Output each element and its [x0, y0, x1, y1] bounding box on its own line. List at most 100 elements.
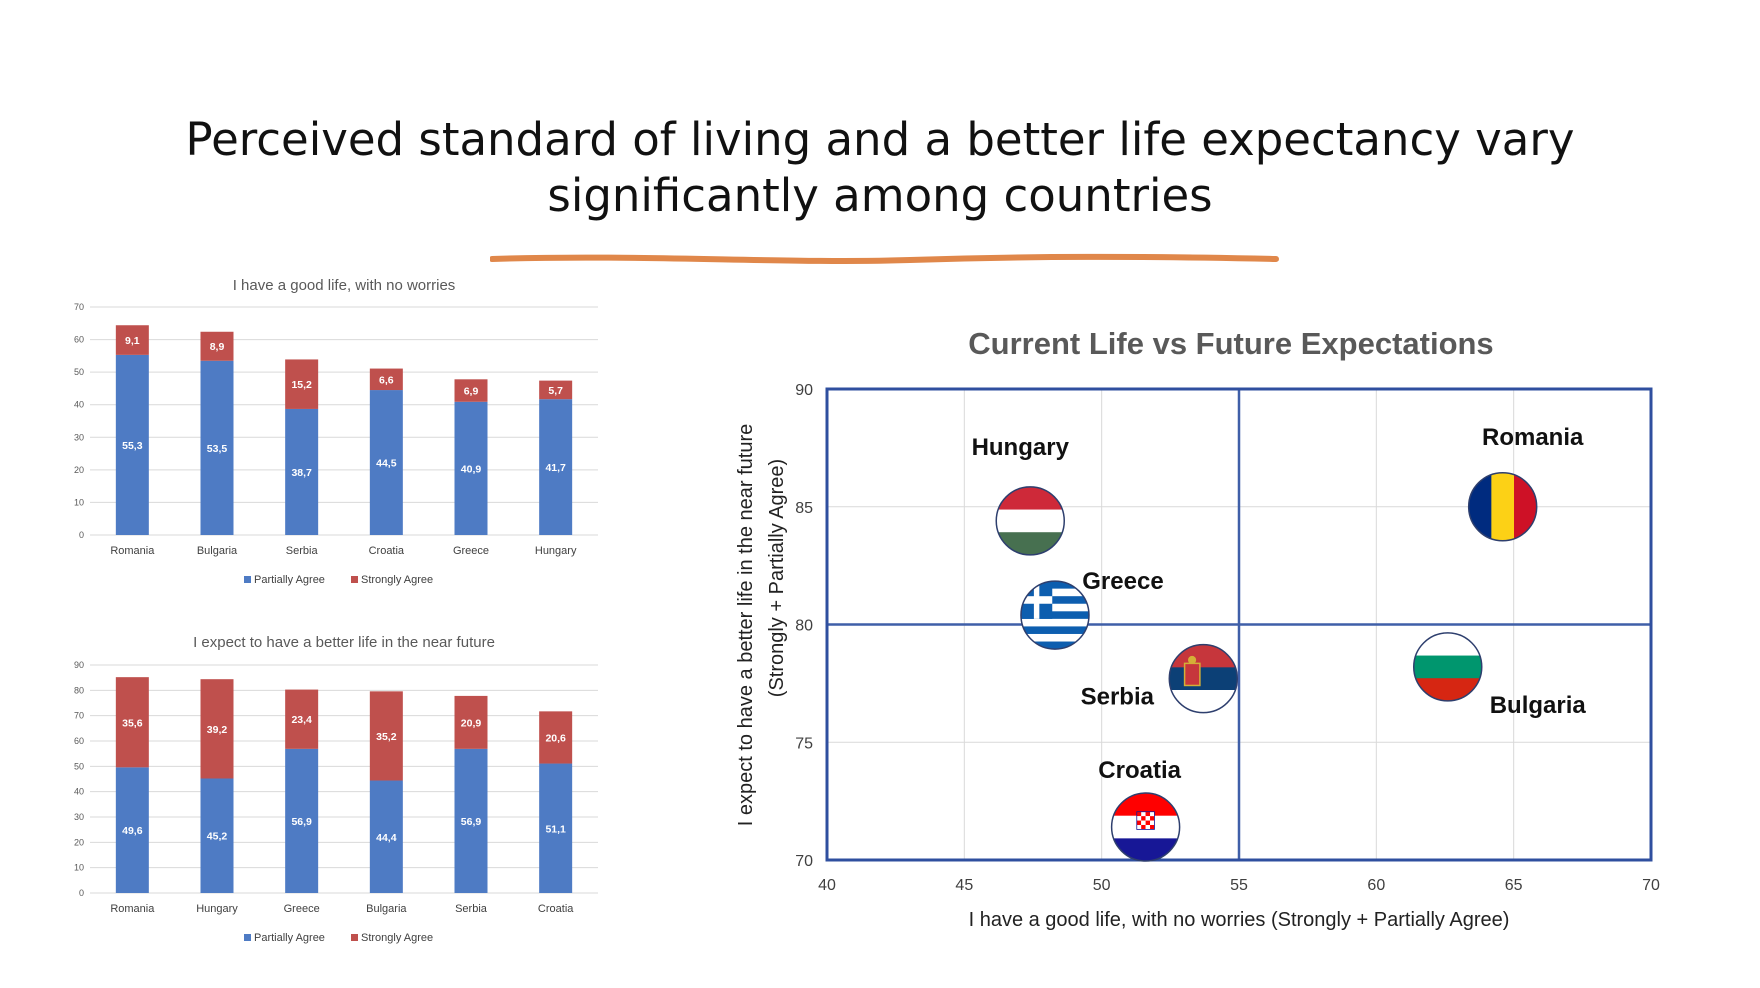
- flag-marker-outline: [995, 486, 1066, 556]
- bar-partially-agree: [115, 767, 149, 893]
- y-tick-label: 50: [74, 367, 84, 377]
- data-label: 44,5: [376, 458, 397, 470]
- x-tick-label: 60: [1367, 877, 1385, 894]
- data-label: 6,6: [379, 374, 394, 386]
- y-tick-label: 60: [74, 736, 84, 746]
- bar-strongly-agree: [369, 691, 403, 781]
- hungary-flag-icon: [996, 486, 1065, 555]
- data-label: 20,9: [461, 717, 482, 729]
- x-tick-label: Hungary: [196, 903, 238, 915]
- legend-swatch: [244, 934, 251, 941]
- bar-strongly-agree: [200, 331, 234, 361]
- point-label: Romania: [1482, 424, 1584, 451]
- bar-strongly-agree: [285, 689, 319, 749]
- point-label: Croatia: [1098, 757, 1181, 784]
- bar-partially-agree: [285, 748, 319, 893]
- x-tick-label: 55: [1230, 877, 1248, 894]
- y-tick-label: 40: [74, 787, 84, 797]
- x-tick-label: Romania: [110, 545, 155, 557]
- bar-partially-agree: [285, 408, 319, 535]
- data-label: 35,2: [376, 731, 397, 743]
- croatia-flag-icon: [1111, 793, 1180, 862]
- x-tick-label: 40: [818, 877, 836, 894]
- x-tick-label: Serbia: [455, 903, 488, 915]
- chart-title: Current Life vs Future Expectations: [968, 326, 1493, 361]
- point-label: Hungary: [972, 434, 1070, 461]
- data-label: 15,2: [291, 379, 312, 391]
- bar-partially-agree: [539, 399, 573, 535]
- flag-marker-outline: [1412, 632, 1483, 702]
- data-label: 53,5: [207, 443, 228, 455]
- bar-partially-agree: [369, 390, 403, 535]
- y-tick-label: 80: [795, 618, 813, 635]
- serbia-flag-icon: [1169, 644, 1238, 713]
- y-axis-label: (Strongly + Partially Agree): [766, 459, 788, 697]
- flag-marker-outline: [1020, 580, 1090, 650]
- y-tick-label: 30: [74, 812, 84, 822]
- data-label: 55,3: [122, 440, 143, 452]
- flag-marker-outline: [1110, 792, 1181, 862]
- y-tick-label: 0: [79, 530, 84, 540]
- bar-strongly-agree: [539, 711, 573, 764]
- x-tick-label: Serbia: [286, 545, 319, 557]
- y-tick-label: 20: [74, 837, 84, 847]
- data-label: 56,9: [461, 816, 482, 828]
- x-axis-label: I have a good life, with no worries (Str…: [969, 909, 1510, 931]
- bar-strongly-agree: [369, 368, 403, 391]
- data-label: 41,7: [545, 462, 566, 474]
- flag-marker-outline: [1168, 643, 1239, 714]
- data-label: 35,6: [122, 717, 143, 729]
- chart-title: I have a good life, with no worries: [233, 277, 456, 294]
- legend-label: Partially Agree: [254, 574, 325, 586]
- bar-partially-agree: [200, 360, 234, 535]
- flag-marker-outline: [1467, 472, 1538, 542]
- bar-partially-agree: [454, 748, 488, 893]
- y-tick-label: 0: [79, 888, 84, 898]
- y-tick-label: 10: [74, 863, 84, 873]
- better-life-bar-chart: I expect to have a better life in the ne…: [74, 634, 598, 944]
- data-label: 8,9: [210, 341, 225, 353]
- legend-swatch: [351, 934, 358, 941]
- romania-flag-icon: [1468, 472, 1537, 541]
- x-tick-label: Greece: [284, 903, 320, 915]
- legend-swatch: [244, 576, 251, 583]
- y-tick-label: 70: [74, 302, 84, 312]
- legend-swatch: [351, 576, 358, 583]
- y-tick-label: 80: [74, 685, 84, 695]
- x-tick-label: 65: [1505, 877, 1523, 894]
- x-tick-label: Bulgaria: [366, 903, 407, 915]
- bar-strongly-agree: [115, 325, 149, 355]
- data-label: 40,9: [461, 463, 482, 475]
- x-tick-label: 50: [1093, 877, 1111, 894]
- bar-partially-agree: [115, 354, 149, 535]
- data-label: 6,9: [464, 386, 479, 398]
- y-tick-label: 90: [795, 382, 813, 399]
- data-label: 38,7: [291, 467, 312, 479]
- data-label: 45,2: [207, 831, 228, 843]
- data-label: 44,4: [376, 832, 397, 844]
- y-tick-label: 60: [74, 335, 84, 345]
- x-tick-label: Bulgaria: [197, 545, 238, 557]
- bar-strongly-agree: [115, 677, 149, 768]
- point-label: Serbia: [1081, 684, 1155, 711]
- y-tick-label: 85: [795, 500, 813, 517]
- x-tick-label: Greece: [453, 545, 489, 557]
- slide-title: Perceived standard of living and a bette…: [185, 113, 1575, 222]
- bar-strongly-agree: [285, 359, 319, 409]
- x-tick-label: Romania: [110, 903, 155, 915]
- y-tick-label: 50: [74, 761, 84, 771]
- y-tick-label: 10: [74, 497, 84, 507]
- y-tick-label: 40: [74, 400, 84, 410]
- x-tick-label: Croatia: [369, 545, 405, 557]
- x-tick-label: Croatia: [538, 903, 574, 915]
- bar-partially-agree: [200, 778, 234, 893]
- bulgaria-flag-icon: [1413, 632, 1482, 701]
- data-label: 20,6: [545, 732, 566, 744]
- point-label: Bulgaria: [1490, 692, 1587, 719]
- bar-strongly-agree: [454, 379, 488, 402]
- data-label: 5,7: [548, 385, 563, 397]
- data-label: 51,1: [545, 823, 566, 835]
- title-underline: [490, 253, 1279, 264]
- chart-title: I expect to have a better life in the ne…: [193, 634, 495, 651]
